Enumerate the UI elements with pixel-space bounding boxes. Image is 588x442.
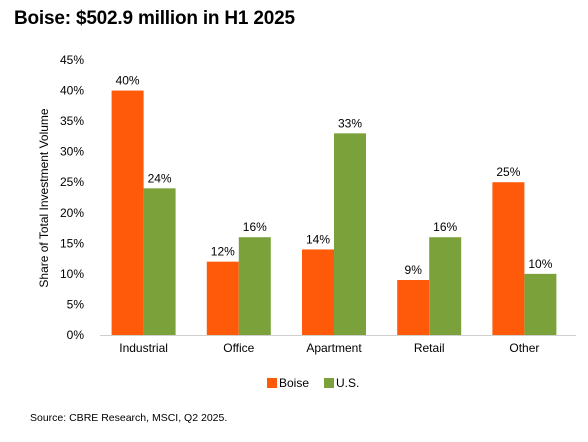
source-note: Source: CBRE Research, MSCI, Q2 2025. — [30, 412, 228, 424]
bar-boise-apartment — [302, 249, 334, 335]
y-tick-label: 10% — [60, 267, 84, 281]
x-tick-label: Office — [223, 341, 254, 355]
bars: 40% 24% 12% 16% 14% 33% 9% 16% 25% 10% — [111, 74, 557, 335]
y-tick-label: 25% — [60, 175, 84, 189]
x-axis: Industrial Office Apartment Retail Other — [119, 341, 539, 355]
data-label: 16% — [433, 220, 457, 234]
y-tick-label: 45% — [60, 53, 84, 67]
bar-boise-other — [492, 182, 525, 335]
y-axis: 0% 5% 10% 15% 20% 25% 30% 35% 40% 45% — [60, 53, 84, 342]
y-tick-label: 30% — [60, 145, 84, 159]
data-label: 40% — [116, 74, 140, 88]
data-label: 25% — [496, 165, 520, 179]
data-label: 16% — [243, 220, 267, 234]
y-tick-label: 15% — [60, 236, 84, 250]
bar-us-office — [238, 237, 271, 335]
data-label: 12% — [211, 245, 235, 259]
legend-swatch — [324, 378, 334, 388]
legend-swatch — [267, 378, 277, 388]
data-label: 24% — [148, 171, 172, 185]
chart-title: Boise: $502.9 million in H1 2025 — [14, 8, 295, 29]
legend-label: Boise — [279, 376, 309, 390]
x-tick-label: Retail — [414, 341, 445, 355]
y-tick-label: 20% — [60, 206, 84, 220]
y-tick-label: 35% — [60, 114, 84, 128]
x-tick-label: Other — [509, 341, 539, 355]
x-tick-label: Industrial — [119, 341, 168, 355]
bar-us-retail — [429, 237, 462, 335]
data-label: 9% — [405, 263, 423, 277]
y-tick-label: 0% — [67, 328, 85, 342]
bar-us-other — [524, 273, 557, 335]
bar-us-industrial — [143, 188, 176, 335]
bar-boise-retail — [397, 280, 430, 335]
y-tick-label: 5% — [67, 297, 85, 311]
y-axis-label: Share of Total Investment Volume — [37, 108, 51, 288]
bar-boise-industrial — [111, 90, 144, 335]
y-tick-label: 40% — [60, 84, 84, 98]
legend: Boise U.S. — [267, 376, 359, 390]
bar-us-apartment — [334, 133, 366, 335]
data-label: 33% — [338, 116, 362, 130]
x-tick-label: Apartment — [306, 341, 362, 355]
legend-label: U.S. — [336, 376, 359, 390]
data-label: 10% — [528, 257, 552, 271]
bar-boise-office — [206, 261, 239, 335]
data-label: 14% — [306, 232, 330, 246]
